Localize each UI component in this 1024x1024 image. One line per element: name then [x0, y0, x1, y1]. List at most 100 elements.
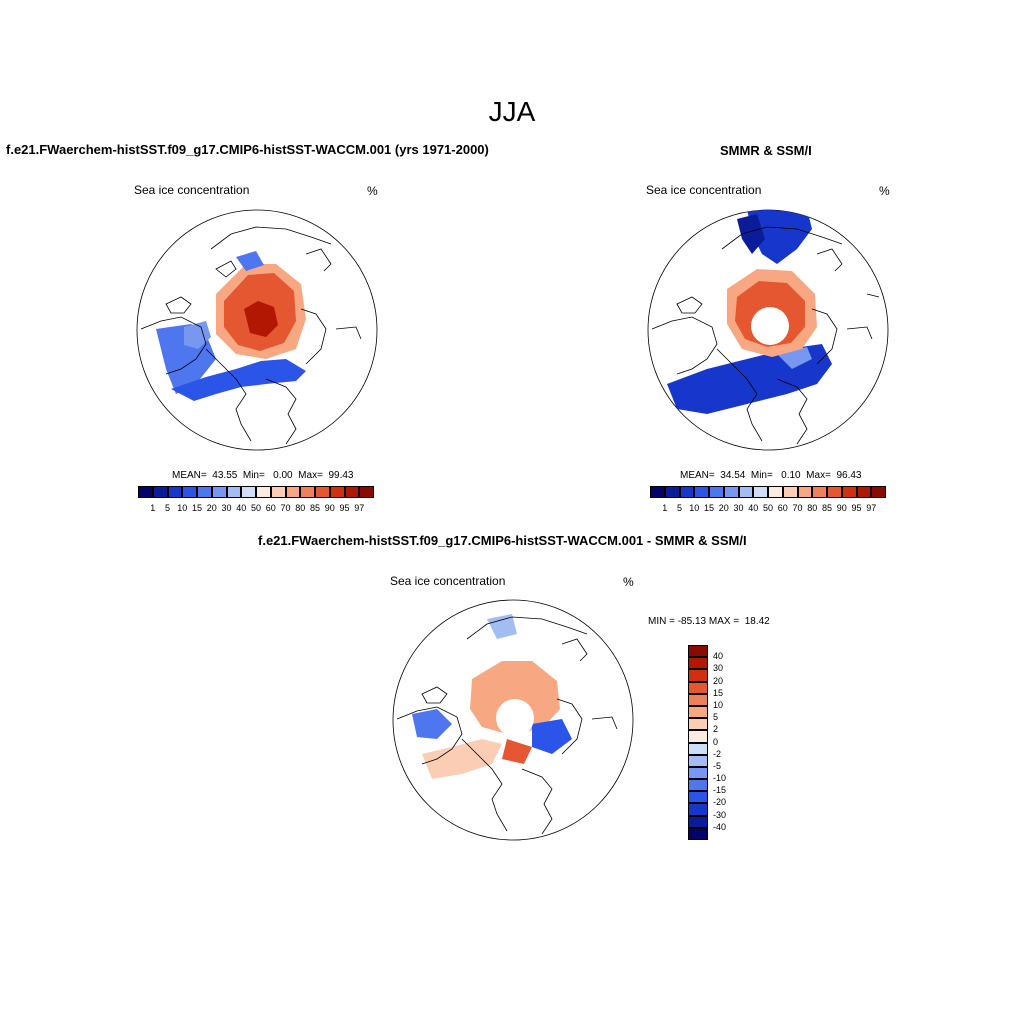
- obs-colorbar-swatch: [782, 486, 798, 498]
- obs-colorbar-tick-label: 90: [836, 503, 847, 513]
- diff-colorbar-swatch: [688, 693, 708, 706]
- obs-colorbar-swatch: [841, 486, 857, 498]
- model-colorbar: [138, 486, 374, 498]
- diff-colorbar: [688, 645, 708, 840]
- diff-panel-title: f.e21.FWaerchem-histSST.f09_g17.CMIP6-hi…: [258, 533, 747, 548]
- model-colorbar-swatch: [315, 486, 330, 498]
- obs-colorbar-swatch: [723, 486, 739, 498]
- diff-colorbar-swatch: [688, 657, 708, 670]
- model-colorbar-tick-label: 97: [354, 503, 365, 513]
- model-colorbar-swatch: [329, 486, 345, 498]
- diff-colorbar-labels: 40 30 20 15 10 5 2 0 -2 -5 -10 -15 -20 -30 -40: [713, 645, 753, 840]
- obs-colorbar-tick-label: 20: [718, 503, 729, 513]
- diff-colorbar-swatch: [688, 645, 708, 658]
- diff-colorbar-swatch: [688, 742, 708, 755]
- model-colorbar-swatch: [241, 486, 256, 498]
- diff-colorbar-tick-label: 0: [713, 736, 719, 747]
- obs-colorbar-swatch: [679, 486, 695, 498]
- diff-variable-label: Sea ice concentration: [390, 574, 506, 588]
- model-colorbar-tick-label: 5: [164, 503, 170, 513]
- diff-colorbar-tick-label: 5: [713, 712, 719, 723]
- model-colorbar-swatch: [285, 486, 301, 498]
- diff-colorbar-tick-label: -10: [713, 773, 727, 784]
- model-colorbar-tick-label: 1: [150, 503, 156, 513]
- diff-colorbar-swatch: [688, 754, 708, 767]
- diff-colorbar-swatch: [688, 815, 708, 828]
- model-colorbar-tick-label: 30: [221, 503, 232, 513]
- model-variable-label: Sea ice concentration: [134, 183, 250, 197]
- diff-colorbar-tick-label: 10: [713, 699, 724, 710]
- model-colorbar-swatch: [152, 486, 168, 498]
- diff-colorbar-swatch: [688, 718, 708, 731]
- model-colorbar-labels: 1 5 10 15 20 30 40 50 60 70 80 85 90 95 97: [138, 503, 374, 515]
- model-colorbar-tick-label: 20: [206, 503, 217, 513]
- obs-panel-title: SMMR & SSM/I: [720, 143, 812, 158]
- diff-stats: MIN = -85.13 MAX = 18.42: [648, 616, 770, 627]
- diff-colorbar-swatch: [688, 779, 708, 792]
- obs-colorbar-tick-label: 80: [807, 503, 818, 513]
- model-colorbar-tick-label: 50: [250, 503, 261, 513]
- diff-colorbar-tick-label: -2: [713, 748, 722, 759]
- obs-colorbar-tick-label: 95: [851, 503, 862, 513]
- model-stats: MEAN= 43.55 Min= 0.00 Max= 99.43: [172, 470, 354, 481]
- diff-positive: [470, 661, 560, 734]
- diff-colorbar-tick-label: 30: [713, 663, 724, 674]
- model-colorbar-swatch: [300, 486, 315, 498]
- model-colorbar-swatch: [226, 486, 242, 498]
- model-colorbar-swatch: [197, 486, 212, 498]
- obs-colorbar-swatch: [856, 486, 872, 498]
- obs-pole-hole: [751, 307, 789, 345]
- season-title: JJA: [488, 96, 536, 127]
- diff-colorbar-tick-label: -30: [713, 809, 727, 820]
- diff-colorbar-swatch: [688, 669, 708, 682]
- diff-colorbar-swatch: [688, 827, 708, 840]
- diff-colorbar-swatch: [688, 705, 708, 719]
- diff-pole-hole: [496, 699, 534, 737]
- obs-colorbar-tick-label: 15: [703, 503, 714, 513]
- model-colorbar-swatch: [138, 486, 153, 498]
- diff-colorbar-tick-label: -5: [713, 760, 722, 771]
- model-colorbar-tick-label: 60: [265, 503, 276, 513]
- obs-colorbar-swatch: [827, 486, 842, 498]
- diff-colorbar-tick-label: -15: [713, 785, 727, 796]
- obs-colorbar-tick-label: 50: [762, 503, 773, 513]
- diff-colorbar-swatch: [688, 766, 708, 780]
- model-colorbar-swatch: [344, 486, 360, 498]
- model-colorbar-swatch: [359, 486, 374, 498]
- model-ice-hudson: [184, 321, 211, 349]
- diff-colorbar-tick-label: -40: [713, 821, 727, 832]
- obs-map: [647, 209, 889, 451]
- diff-positive-sw: [422, 739, 502, 779]
- model-colorbar-tick-label: 70: [280, 503, 291, 513]
- model-colorbar-tick-label: 15: [191, 503, 202, 513]
- obs-units-label: %: [879, 184, 890, 198]
- model-colorbar-tick-label: 40: [236, 503, 247, 513]
- model-colorbar-swatch: [167, 486, 183, 498]
- diff-negative-n: [487, 614, 517, 639]
- diff-colorbar-tick-label: -20: [713, 797, 727, 808]
- model-ice-east: [236, 251, 264, 271]
- obs-colorbar-tick-label: 60: [777, 503, 788, 513]
- obs-colorbar-swatch: [753, 486, 768, 498]
- diff-colorbar-tick-label: 15: [713, 687, 724, 698]
- obs-colorbar-swatch: [694, 486, 709, 498]
- obs-colorbar-swatch: [768, 486, 783, 498]
- obs-colorbar-swatch: [797, 486, 813, 498]
- obs-colorbar-tick-label: 85: [821, 503, 832, 513]
- model-ice-core: [244, 301, 278, 337]
- diff-map: [392, 599, 634, 841]
- obs-colorbar-swatch: [664, 486, 680, 498]
- model-colorbar-tick-label: 95: [339, 503, 350, 513]
- obs-colorbar-tick-label: 97: [866, 503, 877, 513]
- diff-negative-e: [532, 719, 572, 754]
- model-colorbar-tick-label: 90: [324, 503, 335, 513]
- model-colorbar-tick-label: 10: [177, 503, 188, 513]
- diff-colorbar-swatch: [688, 730, 708, 743]
- model-colorbar-tick-label: 80: [295, 503, 306, 513]
- obs-colorbar-swatch: [650, 486, 665, 498]
- obs-colorbar-swatch: [709, 486, 724, 498]
- model-colorbar-tick-label: 85: [309, 503, 320, 513]
- obs-colorbar-tick-label: 70: [792, 503, 803, 513]
- diff-colorbar-swatch: [688, 803, 708, 816]
- diff-colorbar-swatch: [688, 681, 708, 694]
